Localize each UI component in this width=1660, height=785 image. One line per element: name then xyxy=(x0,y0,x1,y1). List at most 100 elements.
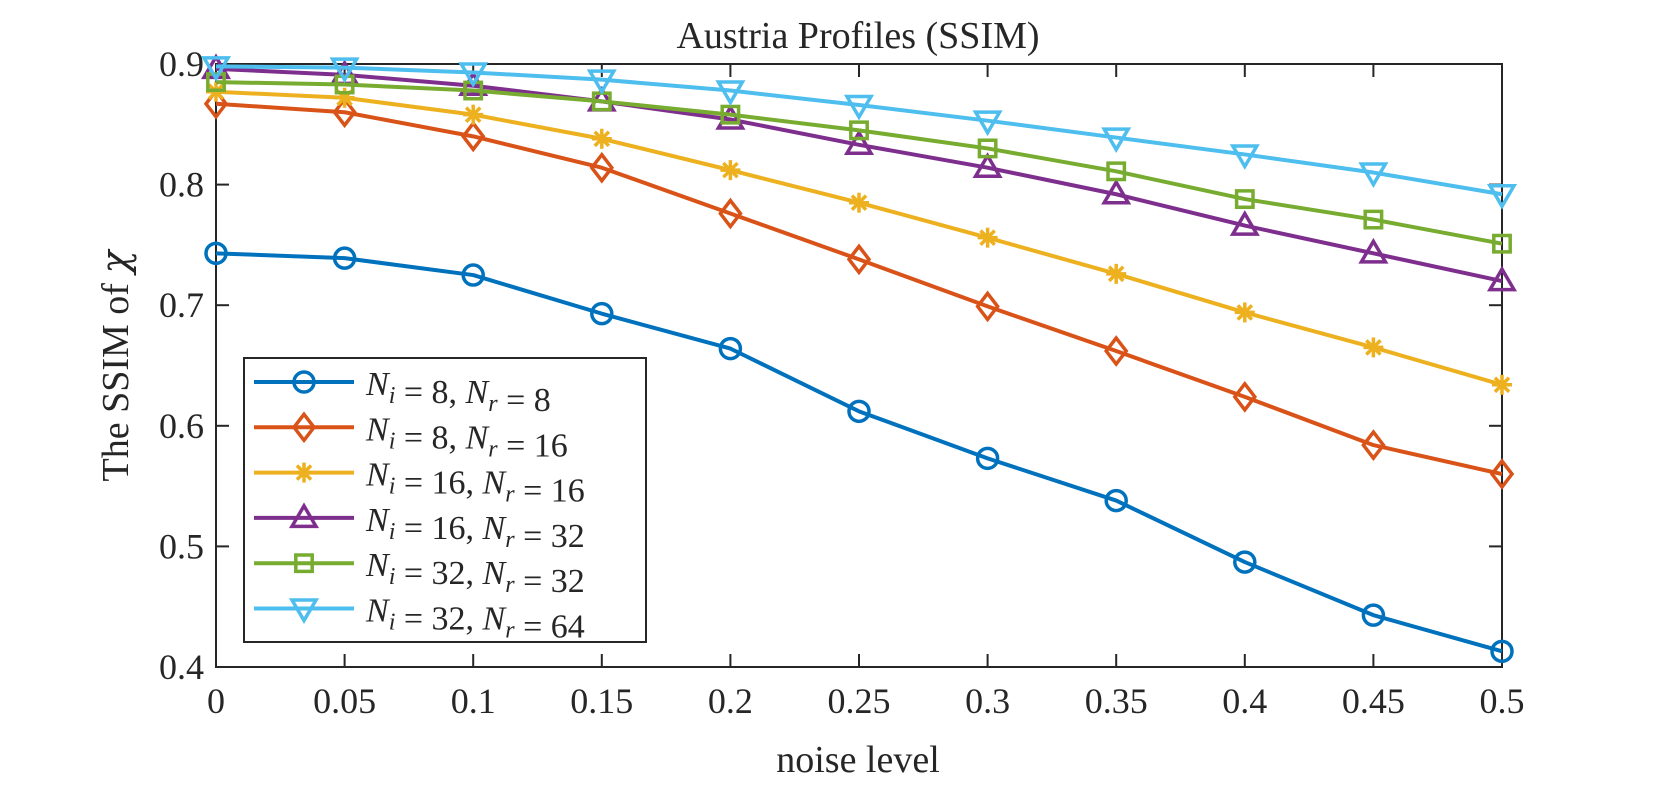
series-line xyxy=(215,251,1503,654)
data-point-triangle-down xyxy=(1101,127,1132,154)
data-point-triangle-up xyxy=(1358,237,1389,264)
legend-text: N xyxy=(365,547,391,584)
series-3 xyxy=(206,81,1512,395)
data-point-square xyxy=(1234,189,1255,210)
data-point-square xyxy=(1106,161,1127,182)
legend-text: = 32, xyxy=(395,601,482,638)
legend-text: = 8, xyxy=(395,374,465,411)
series-2 xyxy=(203,87,1515,490)
data-point-diamond xyxy=(718,197,743,230)
legend-text: = 16, xyxy=(395,510,482,547)
y-tick-label: 0.8 xyxy=(159,165,204,205)
legend-subscript: i xyxy=(389,610,396,636)
series-4 xyxy=(200,53,1518,292)
legend-text: N xyxy=(365,457,391,494)
legend-marker-diamond xyxy=(291,411,317,444)
data-point-circle xyxy=(204,241,228,266)
legend-text: N xyxy=(365,502,391,539)
data-point-square xyxy=(1492,233,1512,254)
legend-text: N xyxy=(482,601,508,638)
x-tick-label: 0.3 xyxy=(965,681,1010,721)
legend-marker-square xyxy=(294,553,314,574)
legend-marker-triangle-up xyxy=(288,502,320,529)
legend-text: N xyxy=(365,593,391,630)
legend-text: N xyxy=(482,465,508,502)
asterisk-stroke xyxy=(850,194,868,211)
data-point-triangle-up xyxy=(715,104,746,130)
asterisk-stroke xyxy=(593,130,611,148)
legend-label: Ni = 16, Nr = 16 xyxy=(365,457,585,510)
x-tick-label: 0.25 xyxy=(828,681,891,721)
data-point-triangle-up xyxy=(1486,265,1518,292)
legend-label: Ni = 32, Nr = 64 xyxy=(365,593,585,646)
legend-subscript: r xyxy=(488,436,498,462)
legend-subscript: r xyxy=(505,482,515,508)
legend-label: Ni = 32, Nr = 32 xyxy=(365,547,585,600)
data-point-triangle-down xyxy=(329,57,360,84)
data-point-circle xyxy=(1233,550,1257,574)
asterisk-stroke xyxy=(979,229,996,246)
data-point-triangle-down xyxy=(843,94,875,121)
legend-subscript: r xyxy=(488,391,498,417)
data-point-diamond xyxy=(460,120,486,153)
data-point-circle xyxy=(332,246,357,270)
legend-text: = 32 xyxy=(515,563,585,600)
data-point-asterisk xyxy=(977,227,998,248)
legend-label: Ni = 8, Nr = 8 xyxy=(365,366,551,419)
legend-item: Ni = 8, Nr = 8 xyxy=(254,366,551,419)
legend-text: = 64 xyxy=(515,609,585,646)
legend-subscript: i xyxy=(389,474,396,500)
x-tick-label: 0.45 xyxy=(1342,681,1405,721)
legend-subscript: i xyxy=(389,383,396,409)
asterisk-stroke xyxy=(1365,339,1382,356)
data-point-triangle-down xyxy=(1358,162,1389,189)
legend-subscript: i xyxy=(389,564,396,590)
legend-text: = 16 xyxy=(515,473,585,510)
data-point-triangle-down xyxy=(586,69,617,96)
legend-subscript: r xyxy=(505,572,515,598)
data-point-diamond xyxy=(846,243,872,276)
x-tick-label: 0 xyxy=(207,681,225,721)
data-point-asterisk xyxy=(849,192,869,213)
data-point-asterisk xyxy=(463,104,484,125)
y-axis-label-text: The SSIM of xyxy=(95,274,137,482)
data-point-asterisk xyxy=(1492,374,1512,395)
data-point-square xyxy=(977,138,998,159)
data-point-diamond xyxy=(332,96,357,129)
series-line xyxy=(215,66,1503,284)
data-point-triangle-down xyxy=(715,80,746,106)
series-line xyxy=(215,80,1503,246)
asterisk-stroke xyxy=(722,161,739,179)
data-point-asterisk xyxy=(591,128,612,149)
data-point-square xyxy=(206,72,226,93)
data-point-asterisk xyxy=(1363,337,1384,358)
data-point-diamond xyxy=(1103,335,1129,367)
x-tick-label: 0.2 xyxy=(708,681,753,721)
data-point-triangle-up xyxy=(972,152,1003,178)
data-point-diamond xyxy=(203,87,229,120)
data-point-triangle-down xyxy=(1229,144,1260,170)
x-axis-label: noise level xyxy=(776,739,940,781)
legend-text: = 16 xyxy=(498,427,568,464)
x-tick-label: 0.05 xyxy=(313,681,376,721)
series-1 xyxy=(204,241,1514,664)
data-point-circle xyxy=(461,263,485,287)
y-axis-label-symbol: χ xyxy=(93,249,137,277)
y-tick-label: 0.4 xyxy=(159,647,204,687)
x-tick-label: 0.35 xyxy=(1085,681,1148,721)
legend-text: = 8 xyxy=(498,382,551,419)
y-tick-label: 0.5 xyxy=(159,526,204,566)
data-point-square xyxy=(720,104,741,125)
data-point-circle xyxy=(718,336,743,361)
legend-subscript: i xyxy=(389,519,396,545)
legend-item: Ni = 16, Nr = 16 xyxy=(254,457,585,510)
x-tick-label: 0.5 xyxy=(1480,681,1525,721)
legend-subscript: r xyxy=(505,527,515,553)
data-point-triangle-up xyxy=(1101,178,1132,205)
asterisk-stroke xyxy=(1236,304,1254,321)
series-line xyxy=(215,101,1503,476)
legend-item: Ni = 8, Nr = 16 xyxy=(254,411,568,464)
legend-marker-circle xyxy=(292,370,316,394)
data-point-triangle-down xyxy=(458,62,489,88)
data-point-triangle-down xyxy=(972,110,1003,137)
